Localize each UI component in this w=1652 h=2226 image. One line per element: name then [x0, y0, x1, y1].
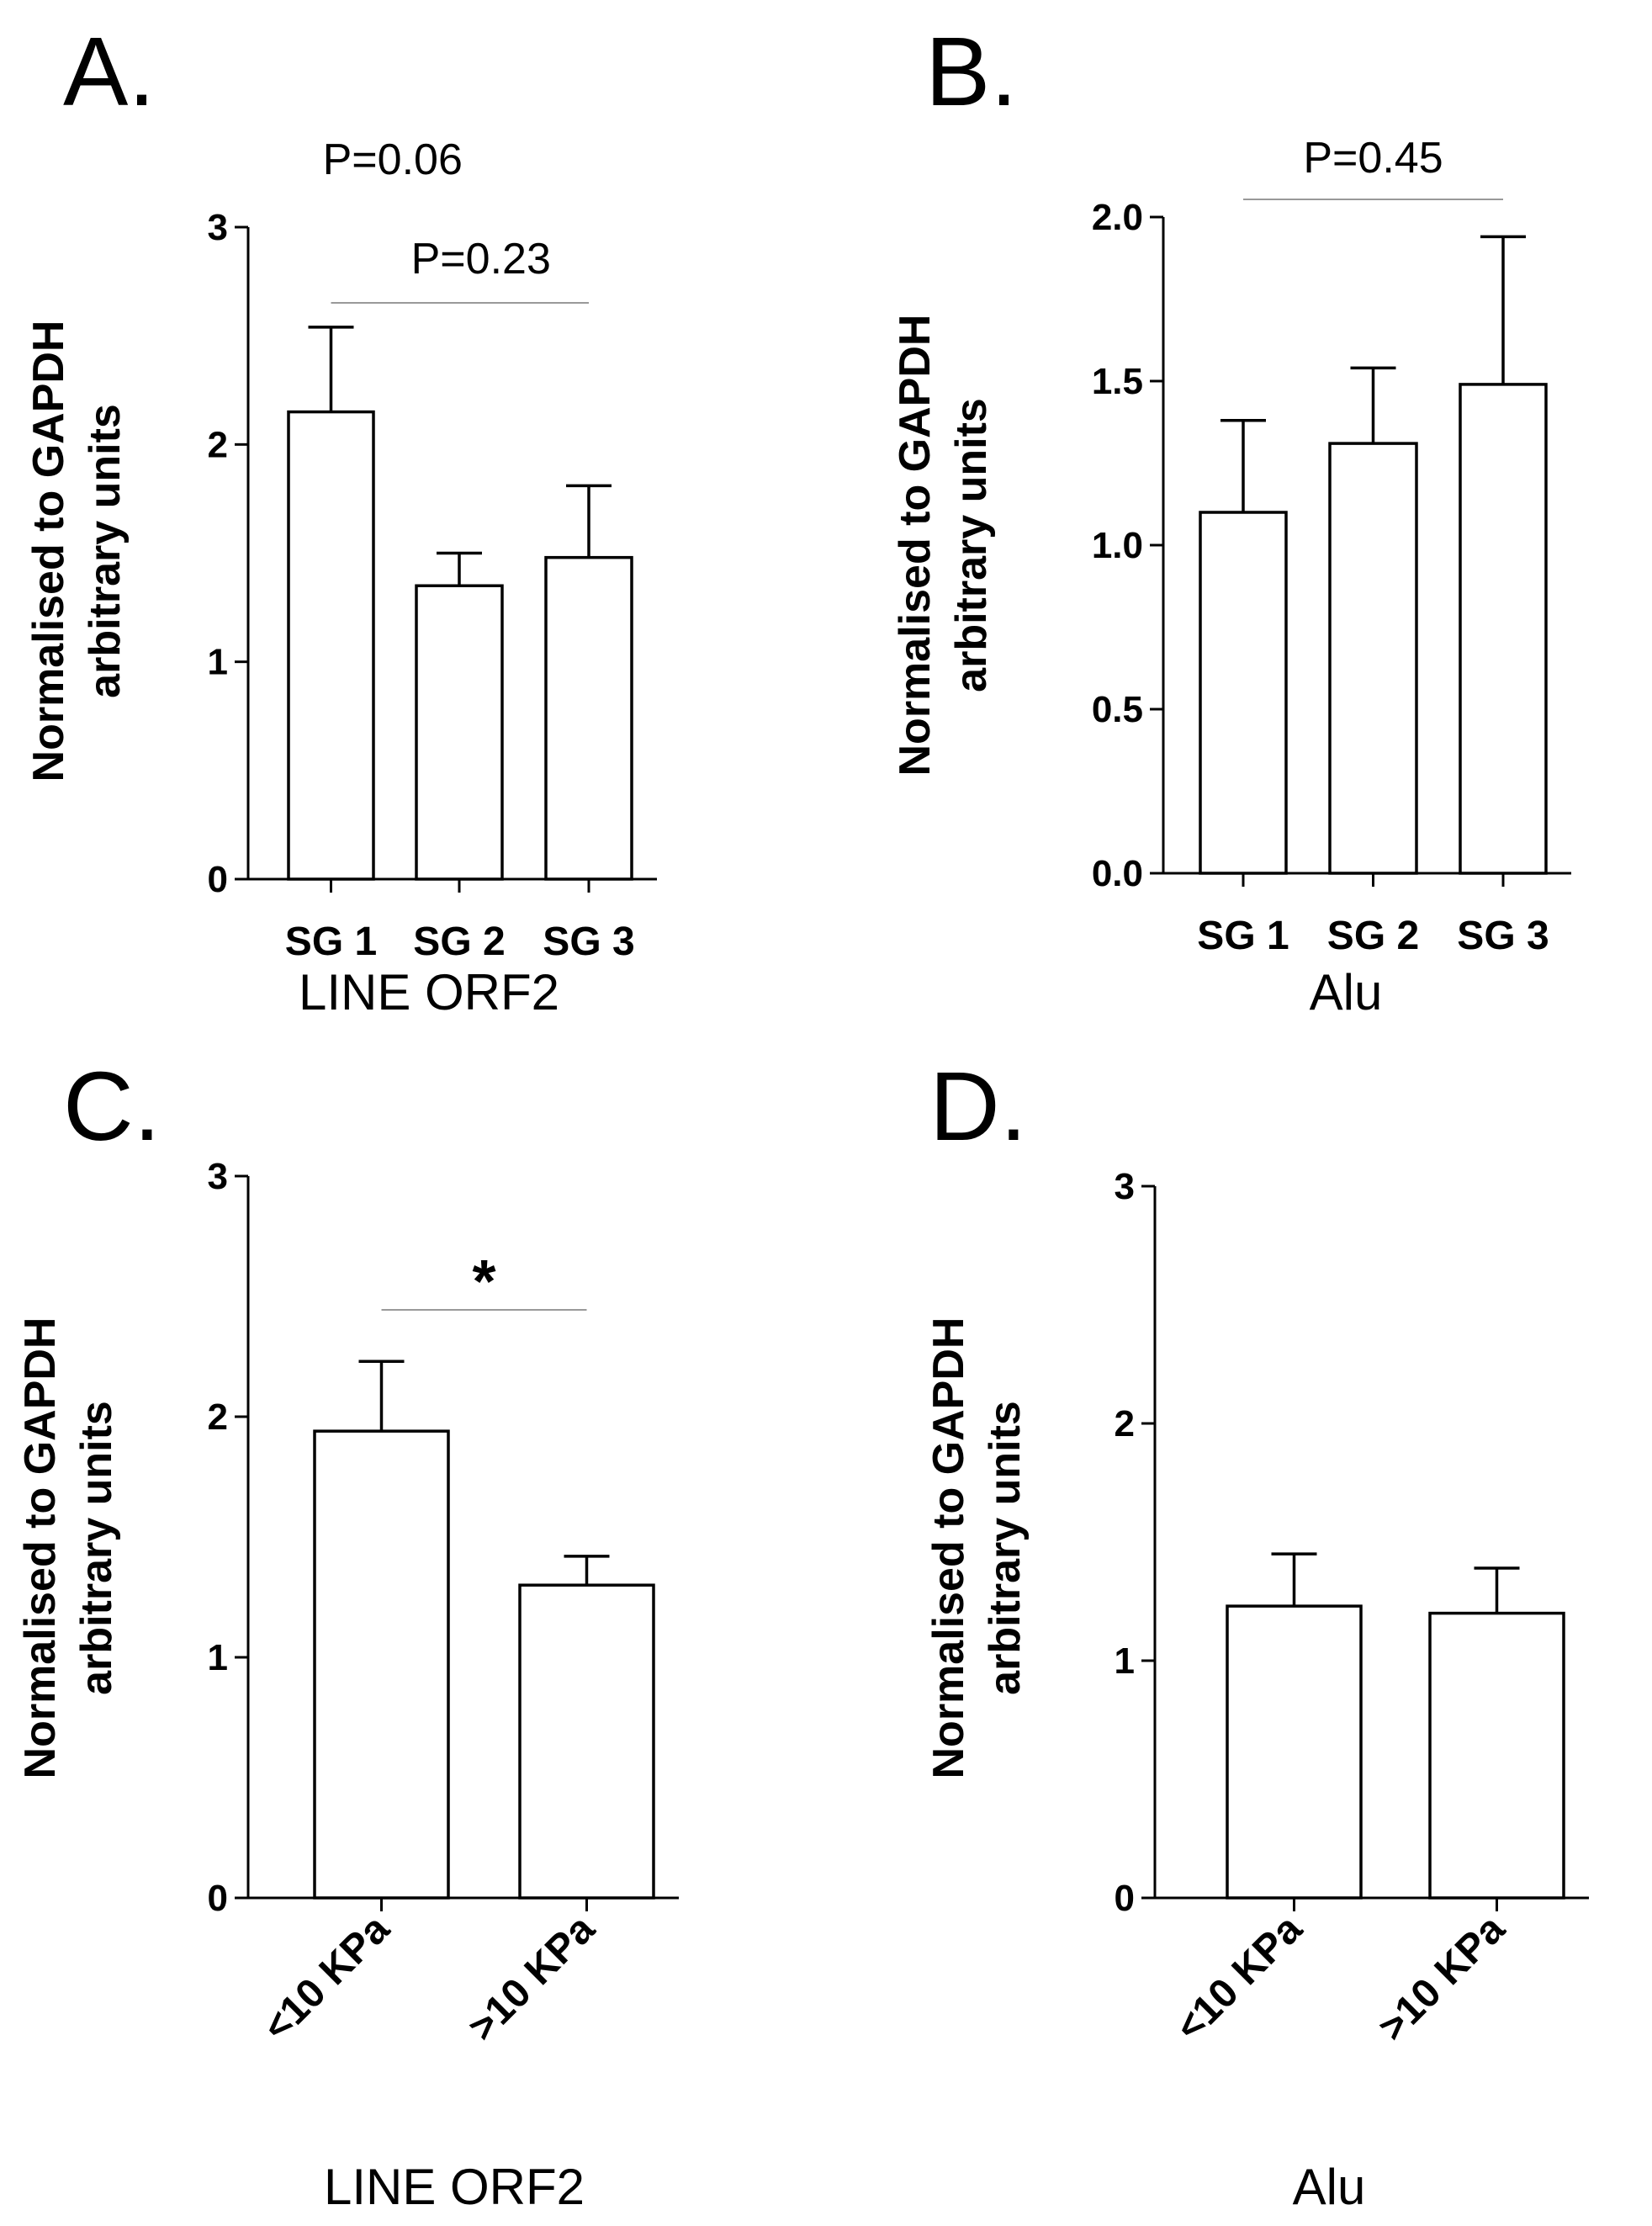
y-tick-label: 3 [1115, 1166, 1135, 1207]
x-category-label: SG 3 [543, 920, 634, 964]
y-tick-label: 0 [208, 1878, 228, 1919]
y-tick-label: 1.5 [1092, 361, 1143, 402]
y-tick-label: 1.0 [1092, 525, 1143, 566]
chart-panel-d: D. Normalised to GAPDH arbitrary units 0 1 2 3… [924, 1052, 1589, 2215]
x-axis-title: LINE ORF2 [324, 2159, 585, 2215]
x-axis-title: Alu [1293, 2159, 1366, 2215]
chart-panel-b: B. Normalised to GAPDH arbitrary units 0.0 0… [891, 17, 1571, 1020]
y-tick-label: 0.5 [1092, 689, 1143, 730]
bar [313, 1429, 450, 1900]
bar [1226, 1604, 1363, 1900]
p-value-label: P=0.06 [323, 135, 463, 184]
x-category-label: SG 2 [413, 920, 505, 964]
y-tick-label: 1 [208, 1637, 228, 1678]
y-axis-subtitle: arbitrary units [947, 398, 996, 692]
chart-panel-c: C. Normalised to GAPDH arbitrary units 0 1 2 3… [16, 1052, 679, 2215]
y-tick-label: 0.0 [1092, 853, 1143, 894]
x-category-label: <10 KPa [1168, 1906, 1311, 2050]
y-tick-label: 1 [208, 642, 228, 683]
y-tick-label: 0 [208, 859, 228, 900]
y-axis-title: Normalised to GAPDH [891, 315, 940, 776]
bar [1428, 1611, 1565, 1900]
bar [544, 555, 633, 881]
bar [1459, 383, 1548, 875]
significance-star: * [472, 1248, 495, 1316]
y-tick-label: 2 [208, 1397, 228, 1438]
x-category-label: SG 1 [1197, 914, 1289, 958]
x-category-label: SG 3 [1457, 914, 1549, 958]
y-axis-subtitle: arbitrary units [981, 1401, 1030, 1695]
x-category-label: SG 1 [285, 920, 377, 964]
y-axis-title: Normalised to GAPDH [924, 1317, 973, 1779]
panel-letter: C. [63, 1052, 161, 1161]
y-axis-subtitle: arbitrary units [81, 404, 130, 698]
x-category-label: >10 KPa [1370, 1906, 1514, 2050]
y-axis-title: Normalised to GAPDH [16, 1317, 65, 1779]
y-tick-label: 2 [1115, 1403, 1135, 1444]
x-axis-title: LINE ORF2 [299, 964, 559, 1020]
bar [287, 410, 375, 881]
y-tick-label: 1 [1115, 1640, 1135, 1682]
panel-letter: B. [925, 17, 1018, 126]
panel-letter: A. [63, 17, 156, 126]
y-axis-subtitle: arbitrary units [72, 1401, 121, 1695]
x-category-label: >10 KPa [460, 1906, 604, 2050]
y-axis-title: Normalised to GAPDH [24, 321, 73, 782]
p-value-label: P=0.45 [1303, 134, 1443, 183]
bar [518, 1583, 655, 1900]
bar [1199, 511, 1288, 875]
x-category-label: <10 KPa [255, 1906, 399, 2050]
y-tick-label: 0 [1115, 1878, 1135, 1919]
panel-letter: D. [929, 1052, 1027, 1161]
y-tick-label: 2.0 [1092, 197, 1143, 238]
y-tick-label: 2 [208, 424, 228, 465]
y-tick-label: 3 [208, 1156, 228, 1197]
x-axis-title: Alu [1310, 964, 1383, 1020]
chart-panel-a: A. Normalised to GAPDH arbitrary units 0 1 2 3… [24, 17, 657, 1020]
y-tick-label: 3 [208, 207, 228, 248]
p-value-label: P=0.23 [411, 235, 551, 284]
bar [1328, 442, 1418, 875]
bar [415, 584, 504, 881]
x-category-label: SG 2 [1327, 914, 1419, 958]
